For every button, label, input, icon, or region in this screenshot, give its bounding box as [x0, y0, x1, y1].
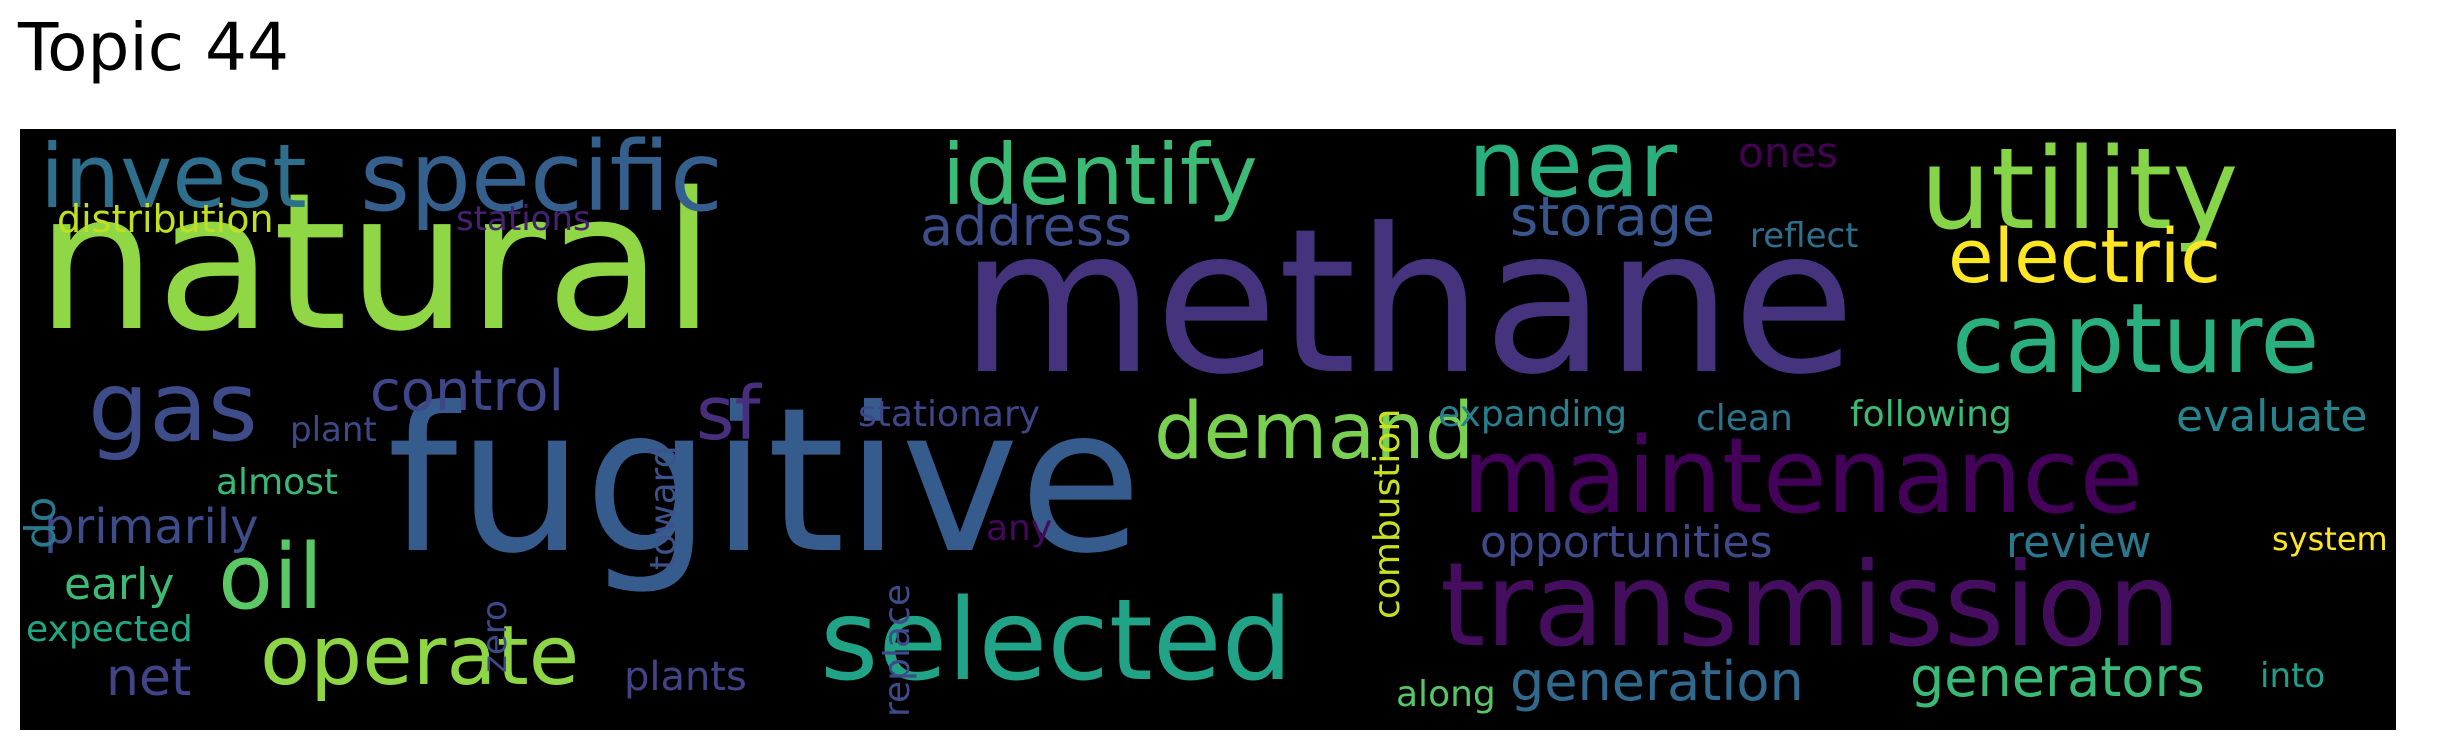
word-combustion: combustion	[1367, 408, 1408, 619]
word-into: into	[2260, 656, 2326, 696]
word-following: following	[1850, 394, 2012, 435]
word-replace: replace	[877, 583, 918, 717]
word-cloud: methane fugitive natural maintenance tra…	[20, 129, 2396, 730]
word-expanding: expanding	[1438, 394, 1628, 435]
word-operate: operate	[260, 609, 580, 704]
word-storage: storage	[1510, 185, 1716, 248]
word-clean: clean	[1696, 398, 1793, 439]
word-electric: electric	[1948, 214, 2221, 300]
word-utility: utility	[1920, 129, 2239, 255]
word-plants: plants	[624, 654, 747, 700]
word-address: address	[920, 195, 1133, 258]
word-methane: methane	[960, 186, 1856, 419]
word-demand: demand	[1154, 387, 1475, 477]
word-identify: identify	[942, 129, 1258, 224]
word-oil: oil	[218, 525, 324, 630]
word-stationary: stationary	[858, 394, 1041, 435]
word-gas: gas	[88, 351, 258, 463]
word-primarily: primarily	[44, 499, 259, 555]
word-net: net	[106, 648, 192, 708]
word-stations: stations	[456, 199, 591, 239]
word-capture: capture	[1952, 283, 2320, 395]
word-maintenance: maintenance	[1462, 415, 2144, 537]
word-do: do	[20, 496, 65, 549]
word-almost: almost	[216, 462, 339, 503]
word-opportunities: opportunities	[1480, 517, 1773, 568]
word-zero: zero	[475, 600, 515, 673]
word-early: early	[64, 559, 175, 610]
word-selected: selected	[820, 576, 1293, 706]
word-along: along	[1396, 674, 1496, 715]
word-evaluate: evaluate	[2176, 391, 2368, 442]
page-title: Topic 44	[18, 9, 289, 86]
word-ones: ones	[1738, 129, 1839, 177]
word-control: control	[370, 359, 565, 424]
word-sf: sf	[696, 371, 761, 457]
word-near: near	[1468, 129, 1678, 218]
word-any: any	[986, 508, 1053, 549]
word-plant: plant	[290, 410, 377, 450]
word-fugitive: fugitive	[387, 365, 1143, 598]
word-generators: generators	[1910, 646, 2205, 709]
word-specific: specific	[360, 129, 723, 233]
word-distribution: distribution	[57, 197, 274, 241]
word-natural: natural	[36, 152, 716, 373]
word-expected: expected	[26, 609, 193, 650]
word-generation: generation	[1510, 650, 1804, 713]
word-reflect: reflect	[1750, 216, 1859, 256]
word-system: system	[2272, 520, 2388, 558]
word-review: review	[2006, 517, 2152, 568]
word-toward: toward	[643, 445, 684, 570]
word-invest: invest	[40, 129, 307, 228]
word-transmission: transmission	[1440, 538, 2182, 673]
